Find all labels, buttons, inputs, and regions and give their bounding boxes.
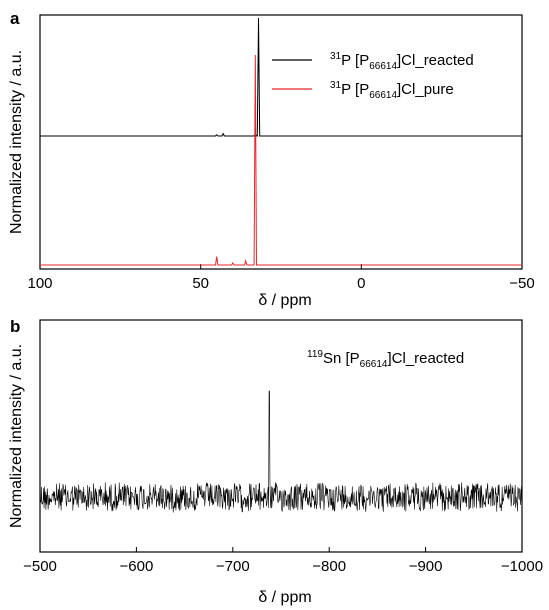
x-tick-label: −600 [120, 558, 154, 575]
panel-b: b −500 −600 −700 −800 −900 −1000 119Sn [P6661… [8, 317, 543, 606]
panel-b-x-axis-label: δ / ppm [258, 589, 311, 606]
panel-b-y-axis-label: Normalized intensity / a.u. [8, 344, 25, 528]
panel-a-label: a [10, 9, 20, 28]
legend-entry-pure: 31P [P66614]Cl_pure [330, 80, 454, 101]
panel-a: a 100 50 0 −50 31P [P66614]Cl_reacted 31P [… [8, 9, 535, 309]
legend-entry-reacted: 31P [P66614]Cl_reacted [330, 51, 474, 72]
x-tick-label: −1000 [501, 558, 543, 575]
x-tick-label: −50 [509, 275, 534, 292]
panel-b-x-ticks: −500 −600 −700 −800 −900 −1000 [23, 547, 543, 575]
panel-b-label: b [10, 317, 20, 336]
panel-b-plot-frame [39, 319, 523, 553]
panel-a-plot-frame [39, 14, 523, 270]
x-tick-label: −500 [23, 558, 57, 575]
x-tick-label: −700 [216, 558, 250, 575]
panel-a-y-axis-label: Normalized intensity / a.u. [8, 50, 25, 234]
x-tick-label: 100 [27, 275, 52, 292]
panel-a-legend: 31P [P66614]Cl_reacted 31P [P66614]Cl_pu… [272, 51, 474, 101]
panel-b-annotation: 119Sn [P66614]Cl_reacted [307, 349, 464, 370]
panel-a-series-pure-line [40, 54, 522, 266]
panel-a-x-axis-label: δ / ppm [258, 292, 311, 309]
panel-b-series-line [39, 390, 523, 513]
panel-a-x-ticks: 100 50 0 −50 [27, 264, 535, 292]
panel-a-series-reacted-line [40, 17, 522, 137]
x-tick-label: 50 [192, 275, 209, 292]
x-tick-label: 0 [357, 275, 365, 292]
x-tick-label: −900 [409, 558, 443, 575]
x-tick-label: −800 [312, 558, 346, 575]
